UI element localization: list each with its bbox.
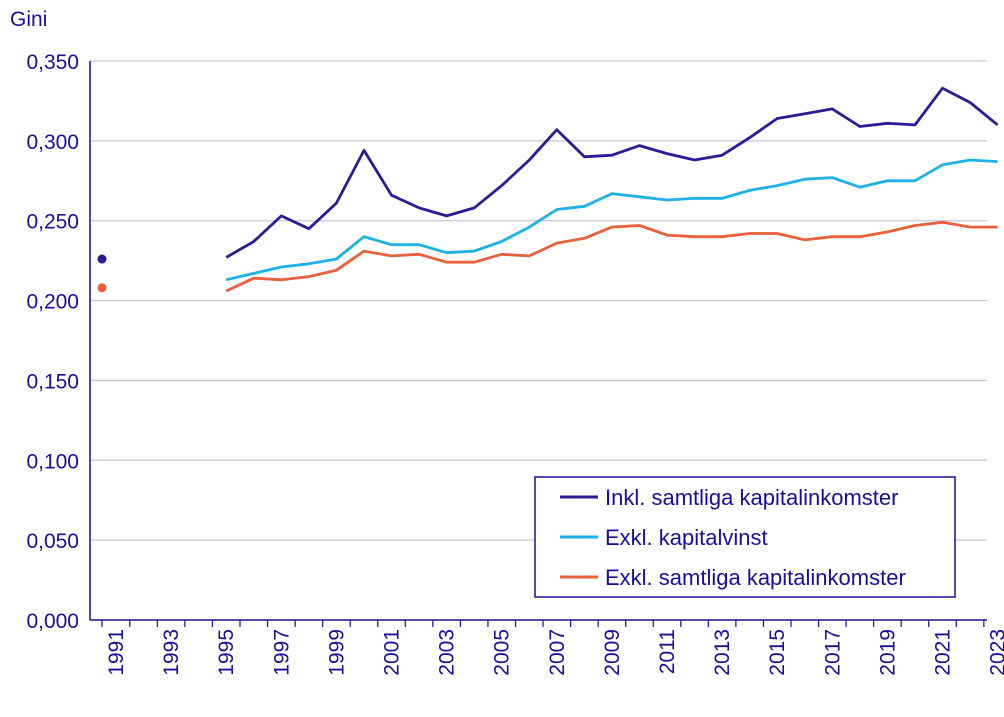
x-tick-label: 2003 [436,629,459,676]
x-tick-label: 2021 [932,629,955,676]
x-tick-label: 2011 [656,629,679,674]
y-tick-label: 0,150 [26,370,79,393]
legend-label: Exkl. samtliga kapitalinkomster [605,565,906,590]
x-tick-label: 2005 [491,629,514,676]
y-axis-title: Gini [10,8,47,31]
y-tick-label: 0,250 [26,211,79,234]
data-point-1991 [97,254,107,264]
x-tick-label: 2017 [821,629,844,676]
series-line [225,220,998,293]
x-tick-label: 1999 [325,629,348,676]
x-tick-label: 1991 [105,629,128,676]
x-tick-label: 2019 [876,629,899,676]
y-axis-ticks: 0,000 0,050 0,100 0,150 0,200 0,250 0,300 0,350 [26,51,79,633]
y-tick-label: 0,200 [26,291,79,314]
x-tick-label: 1995 [215,629,238,676]
data-point-1991 [97,283,107,293]
series-line [225,158,998,282]
gridlines [90,60,987,541]
y-tick-label: 0,300 [26,131,79,154]
y-tick-label: 0,050 [26,530,79,553]
x-tick-label: 2001 [381,629,404,676]
y-tick-label: 0,350 [26,51,79,74]
x-tick-label: 2013 [711,629,734,676]
x-tick-label: 2023 [987,629,1004,676]
series-lines [97,86,999,293]
legend-label: Exkl. kapitalvinst [605,525,768,550]
x-tick-label: 2015 [766,629,789,676]
x-tick-label: 2009 [601,629,624,676]
legend: Inkl. samtliga kapitalinkomster Exkl. kap… [534,476,956,598]
x-tick-label: 2007 [546,629,569,676]
x-axis: 1991 1993 1995 1997 1999 2001 2003 2005 2007 2009… [89,61,1004,676]
y-tick-label: 0,100 [26,450,79,473]
series-line [225,86,999,259]
x-tick-label: 1997 [270,629,293,676]
x-tick-label: 1993 [160,629,183,676]
y-tick-label: 0,000 [26,610,79,633]
legend-label: Inkl. samtliga kapitalinkomster [605,485,898,510]
legend-box [534,476,956,598]
